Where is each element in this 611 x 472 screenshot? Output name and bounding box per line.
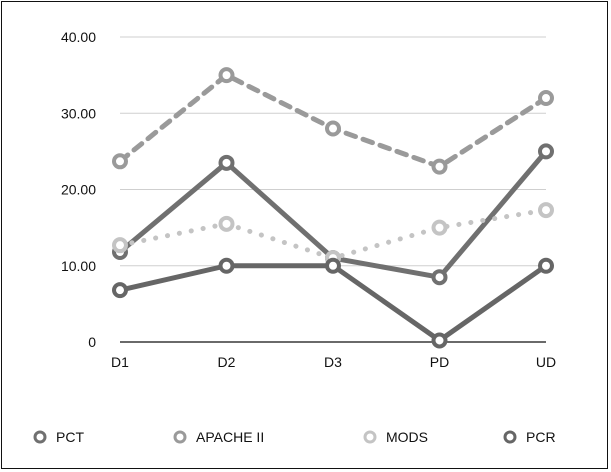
legend-item: MODS xyxy=(363,429,428,445)
legend-label: PCT xyxy=(56,429,84,445)
y-tick-label: 30.00 xyxy=(61,105,96,121)
legend: PCT APACHE II MODS PCR xyxy=(33,429,556,445)
legend-marker xyxy=(33,430,47,444)
legend-item: PCR xyxy=(503,429,556,445)
x-tick-label: D2 xyxy=(218,354,236,370)
legend-marker xyxy=(503,430,517,444)
y-tick-label: 0 xyxy=(88,334,96,350)
series-group xyxy=(112,67,554,349)
series-mods xyxy=(112,202,554,267)
data-point xyxy=(112,153,128,170)
series-line xyxy=(117,263,549,343)
x-tick-label: UD xyxy=(536,354,556,370)
data-point xyxy=(218,257,235,274)
grid-lines xyxy=(120,36,546,343)
legend-label: MODS xyxy=(386,429,428,445)
data-point xyxy=(112,237,128,254)
x-axis-ticks: D1 D2 D3 PD UD xyxy=(111,354,556,370)
x-tick-label: D3 xyxy=(324,354,342,370)
legend-item: APACHE II xyxy=(173,429,264,445)
data-point xyxy=(538,202,554,219)
series-apache-ii xyxy=(112,67,554,175)
y-axis-ticks: 0 10.00 20.00 30.00 40.00 xyxy=(61,29,96,350)
data-point xyxy=(431,269,448,286)
y-tick-label: 10.00 xyxy=(61,258,96,274)
data-point xyxy=(538,257,554,274)
x-tick-label: PD xyxy=(430,354,449,370)
x-tick-label: D1 xyxy=(111,354,129,370)
data-point xyxy=(218,154,235,171)
data-point xyxy=(112,282,128,299)
y-tick-label: 20.00 xyxy=(61,182,96,198)
data-point xyxy=(538,90,554,106)
legend-marker xyxy=(363,430,377,444)
legend-item: PCT xyxy=(33,429,84,445)
legend-label: PCR xyxy=(526,429,556,445)
series-pcr xyxy=(112,257,554,349)
data-point xyxy=(538,143,554,160)
data-point xyxy=(431,219,448,236)
legend-marker xyxy=(173,430,187,444)
data-point xyxy=(218,215,235,232)
data-point xyxy=(325,257,341,274)
data-point xyxy=(218,67,235,84)
data-point xyxy=(325,120,341,137)
y-tick-label: 40.00 xyxy=(61,29,96,45)
legend-label: APACHE II xyxy=(196,429,264,445)
series-line xyxy=(117,207,549,261)
data-point xyxy=(431,158,448,175)
data-point xyxy=(431,332,448,349)
